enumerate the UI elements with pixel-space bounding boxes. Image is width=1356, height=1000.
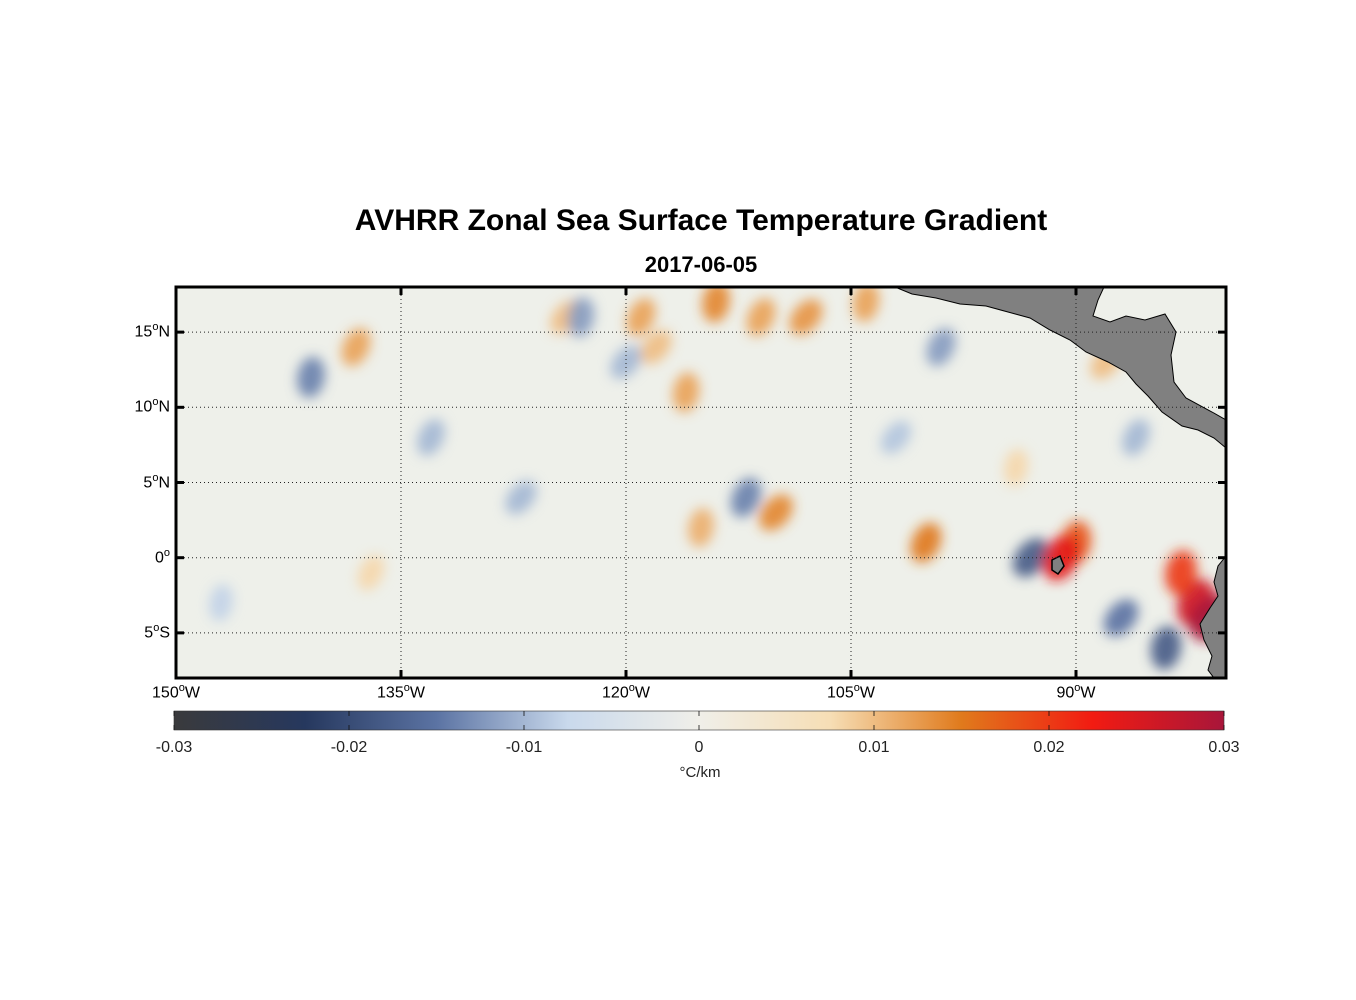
colorbar-tick-label: 0.01: [858, 739, 890, 756]
lat-label: 0o: [154, 546, 170, 567]
colorbar-tick-label: 0.02: [1033, 739, 1065, 756]
land-central-america: [894, 287, 1226, 449]
sst-gradient-feature: [640, 330, 672, 364]
map-title: AVHRR Zonal Sea Surface Temperature Grad…: [354, 204, 1048, 237]
sst-gradient-feature: [789, 299, 823, 335]
sst-gradient-feature: [357, 555, 385, 591]
colorbar-tick-label: 0: [694, 739, 704, 756]
colorbar-tick-label: -0.01: [505, 739, 543, 756]
sst-gradient-feature: [746, 298, 776, 337]
sst-gradient-feature: [567, 297, 595, 337]
colorbar-tick-label: -0.03: [155, 739, 193, 756]
sst-gradient-feature: [702, 287, 730, 323]
lon-label: 90oW: [1056, 682, 1096, 702]
lon-label: 135oW: [377, 682, 425, 702]
sst-gradient-feature: [505, 480, 537, 515]
sst-gradient-feature: [209, 584, 233, 622]
sst-gradient-feature: [1012, 538, 1050, 578]
sst-gradient-feature: [759, 494, 793, 531]
lat-label: 5oN: [143, 471, 170, 491]
sst-gradient-feature: [926, 328, 956, 367]
sst-gradient-feature: [1122, 419, 1150, 456]
sst-gradient-feature: [297, 356, 325, 398]
sst-gradient-feature: [852, 287, 880, 322]
lon-label: 120oW: [602, 682, 650, 702]
sst-gradient-feature: [417, 419, 445, 456]
lat-label: 10oN: [134, 396, 170, 416]
colorbar-tick-label: 0.03: [1208, 739, 1240, 756]
sst-gradient-feature: [610, 345, 642, 379]
sst-gradient-feature: [626, 298, 656, 337]
lat-label: 15oN: [134, 321, 170, 341]
lat-label: 5oS: [144, 621, 170, 642]
sst-gradient-feature: [880, 420, 912, 454]
land-galapagos: [1051, 554, 1065, 576]
sst-gradient-feature: [688, 508, 714, 548]
sst-gradient-feature: [910, 522, 942, 563]
sst-gradient-feature: [1004, 448, 1028, 486]
sst-gradient-feature: [1165, 550, 1197, 596]
map-subtitle: 2017-06-05: [644, 252, 758, 277]
sst-gradient-feature: [1150, 626, 1182, 670]
colorbar-tick-label: -0.02: [330, 739, 368, 756]
land-south-america: [1199, 555, 1226, 678]
colorbar-unit: °C/km: [679, 764, 721, 781]
sst-gradient-feature: [730, 477, 762, 518]
lon-label: 105oW: [827, 682, 875, 702]
sst-gradient-feature: [1103, 599, 1139, 637]
lon-label: 150oW: [152, 682, 200, 702]
sst-gradient-feature: [672, 372, 700, 413]
sst-gradient-feature: [341, 328, 371, 367]
